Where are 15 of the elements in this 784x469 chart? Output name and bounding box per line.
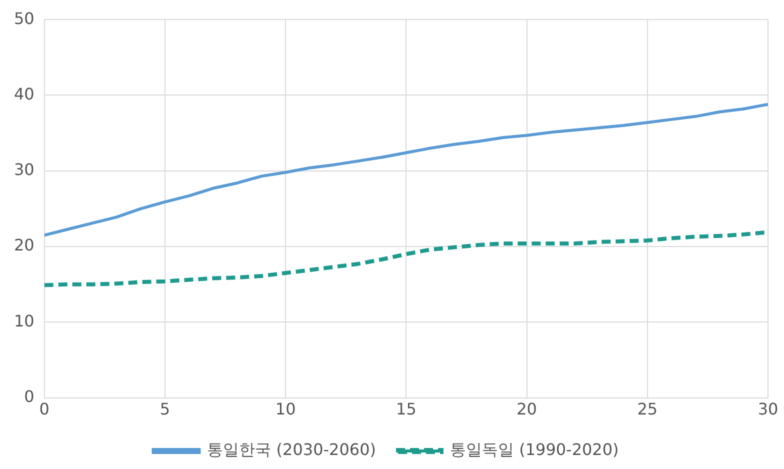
y-tick-label: 40: [14, 84, 34, 104]
y-tick-label: 10: [14, 311, 34, 330]
legend-label: 통일한국 (2030-2060): [207, 440, 376, 460]
x-tick-label: 5: [160, 400, 170, 419]
y-tick-label: 20: [14, 236, 34, 255]
x-tick-label: 30: [758, 400, 778, 419]
x-tick-label: 0: [39, 400, 50, 419]
x-tick-label: 20: [516, 400, 537, 419]
x-tick-label: 10: [275, 400, 296, 419]
y-tick-label: 30: [14, 160, 34, 180]
x-tick-label: 25: [637, 400, 658, 419]
legend-label: 통일독일 (1990-2020): [450, 440, 619, 460]
y-tick-label: 0: [24, 386, 34, 406]
x-tick-label: 15: [396, 400, 416, 419]
y-tick-label: 50: [14, 8, 34, 28]
